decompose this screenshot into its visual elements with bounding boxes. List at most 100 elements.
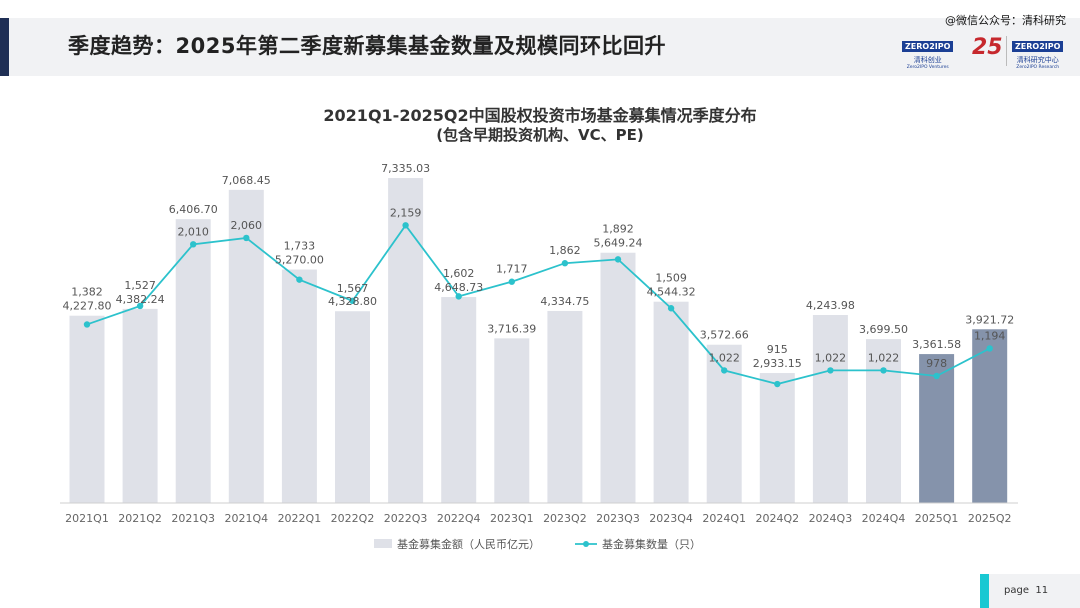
legend-bar-swatch: [374, 539, 392, 548]
x-tick-2023Q1: 2023Q1: [490, 512, 534, 525]
x-tick-2023Q4: 2023Q4: [649, 512, 693, 525]
bar-2021Q2: [122, 308, 158, 503]
page-number-value: 11: [1035, 585, 1049, 596]
count-point-2021Q1: [83, 321, 91, 328]
amount-label-2021Q2: 4,382.24: [116, 293, 165, 306]
count-label-2023Q2: 1,862: [549, 244, 581, 257]
amount-label-2022Q2: 4,328.80: [328, 295, 377, 308]
count-point-2024Q1: [721, 367, 728, 374]
amount-label-2025Q1: 3,361.58: [912, 338, 961, 351]
x-tick-2025Q2: 2025Q2: [968, 512, 1012, 525]
logo1-main: ZERO2IPO: [902, 41, 954, 52]
count-point-2022Q3: [402, 222, 409, 229]
count-label-2021Q4: 2,060: [231, 219, 263, 232]
count-label-2025Q2: 1,194: [974, 329, 1006, 342]
bar-2021Q4: [228, 189, 264, 503]
chart-title: 2021Q1-2025Q2中国股权投资市场基金募集情况季度分布: [323, 106, 757, 125]
x-tick-2023Q2: 2023Q2: [543, 512, 587, 525]
chart-subtitle: (包含早期投资机构、VC、PE): [436, 126, 644, 144]
count-label-2022Q2: 1,567: [337, 282, 369, 295]
count-label-2022Q4: 1,602: [443, 267, 475, 280]
bar-2024Q2: [759, 373, 795, 503]
amount-label-2023Q2: 4,334.75: [540, 295, 589, 308]
count-label-2025Q1: 978: [926, 357, 947, 370]
x-tick-2021Q4: 2021Q4: [224, 512, 268, 525]
count-label-2022Q1: 1,733: [284, 240, 316, 253]
count-point-2025Q1: [933, 372, 940, 380]
bar-2021Q3: [175, 219, 211, 503]
x-tick-2021Q2: 2021Q2: [118, 512, 162, 525]
bar-2023Q1: [494, 338, 530, 503]
logo-group: ZERO2IPO 清科创业 Zero2IPO Ventures 25 ZERO2…: [902, 34, 1068, 70]
bar-2022Q3: [388, 178, 424, 503]
count-label-2023Q1: 1,717: [496, 263, 528, 276]
amount-label-2025Q2: 3,921.72: [965, 313, 1014, 326]
amount-label-2021Q4: 7,068.45: [222, 174, 271, 187]
count-point-2024Q3: [827, 367, 834, 374]
x-tick-2022Q3: 2022Q3: [384, 512, 428, 525]
count-point-2021Q2: [136, 302, 144, 310]
zero2ipo-ventures-logo: ZERO2IPO 清科创业 Zero2IPO Ventures: [902, 34, 954, 70]
anniversary-logo: 25: [972, 35, 1003, 60]
x-tick-2023Q3: 2023Q3: [596, 512, 640, 525]
x-tick-2025Q1: 2025Q1: [915, 512, 959, 525]
count-point-2021Q3: [190, 241, 197, 248]
count-point-2024Q2: [774, 380, 781, 388]
count-point-2021Q4: [243, 234, 250, 242]
logo2-sub2: Zero2IPO Research: [1016, 65, 1060, 70]
amount-label-2022Q3: 7,335.03: [381, 162, 430, 175]
bar-2025Q2: [972, 329, 1008, 503]
bar-2024Q4: [866, 339, 901, 503]
amount-label-2021Q3: 6,406.70: [169, 203, 218, 216]
bar-2021Q1: [69, 315, 105, 503]
count-label-2024Q2: 915: [767, 343, 788, 356]
logo2-main: ZERO2IPO: [1012, 41, 1064, 52]
count-label-2021Q1: 1,382: [71, 286, 103, 299]
count-point-2022Q2: [349, 297, 356, 305]
page-title: 季度趋势：2025年第二季度新募集基金数量及规模同环比回升: [68, 34, 666, 58]
watermark: @微信公众号：清科研究: [945, 14, 1066, 27]
x-tick-2024Q3: 2024Q3: [809, 512, 853, 525]
amount-label-2024Q1: 3,572.66: [700, 329, 749, 342]
amount-label-2024Q3: 4,243.98: [806, 299, 855, 312]
bar-2024Q3: [812, 314, 848, 503]
header-band: [0, 18, 1080, 76]
amount-label-2023Q4: 4,544.32: [647, 286, 696, 299]
x-tick-2024Q1: 2024Q1: [702, 512, 746, 525]
bar-2022Q2: [335, 311, 370, 503]
count-label-2023Q4: 1,509: [655, 272, 687, 285]
page-footer: page 11: [980, 574, 1080, 608]
x-tick-2022Q2: 2022Q2: [331, 512, 375, 525]
x-tick-2024Q4: 2024Q4: [862, 512, 906, 525]
amount-label-2024Q4: 3,699.50: [859, 323, 908, 336]
legend-amount-label: 基金募集金额（人民币亿元）: [397, 537, 540, 551]
count-label-2023Q3: 1,892: [602, 223, 634, 236]
count-point-2023Q2: [561, 260, 569, 267]
zero2ipo-research-logo: ZERO2IPO 清科研究中心 Zero2IPO Research: [1012, 34, 1064, 70]
bar-2023Q2: [547, 310, 583, 503]
count-point-2022Q1: [296, 276, 303, 283]
count-line: [86, 223, 991, 385]
bar-2022Q4: [441, 297, 477, 503]
count-label-2021Q2: 1,527: [124, 279, 156, 292]
logo1-sub: 清科创业: [913, 56, 942, 64]
amount-label-2023Q3: 5,649.24: [594, 237, 643, 250]
amount-label-2023Q1: 3,716.39: [487, 322, 536, 335]
amount-label-2024Q2: 2,933.15: [753, 357, 802, 370]
amount-label-2022Q4: 4,648.73: [434, 281, 483, 294]
count-point-2023Q3: [614, 256, 622, 263]
count-label-2022Q3: 2,159: [390, 206, 422, 219]
footer-accent-bar: [980, 574, 989, 608]
count-label-2024Q3: 1,022: [815, 351, 847, 364]
count-label-2024Q4: 1,022: [868, 351, 900, 364]
amount-label-2022Q1: 5,270.00: [275, 254, 324, 267]
count-point-2022Q4: [455, 293, 462, 300]
count-label-2024Q1: 1,022: [708, 351, 740, 364]
x-tick-2024Q2: 2024Q2: [755, 512, 799, 525]
bar-2022Q1: [281, 269, 317, 503]
bar-2023Q4: [653, 301, 689, 503]
legend-count-label: 基金募集数量（只）: [602, 537, 701, 551]
page-label: page: [1004, 585, 1029, 596]
count-label-2021Q3: 2,010: [177, 225, 209, 238]
